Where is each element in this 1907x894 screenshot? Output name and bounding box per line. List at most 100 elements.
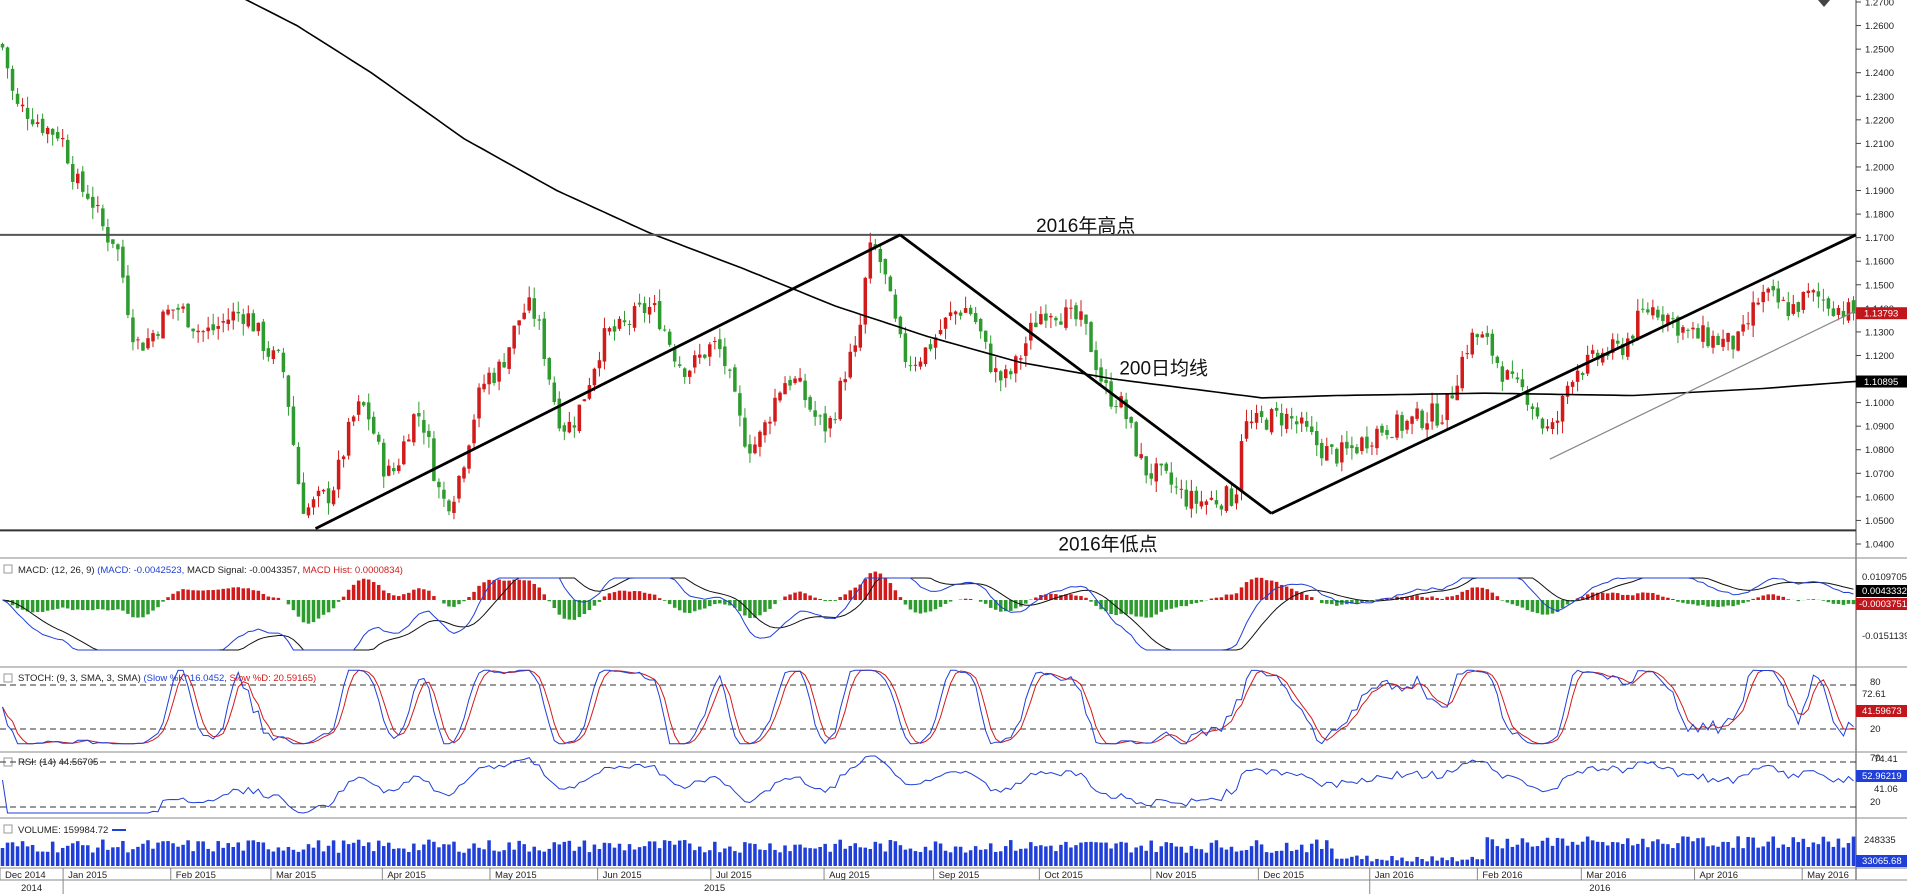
candle-body — [853, 345, 858, 352]
candle-body — [321, 489, 326, 492]
volume-bar — [1515, 844, 1520, 866]
volume-bar — [698, 846, 702, 866]
trendline — [1549, 310, 1857, 460]
stoch-pane[interactable]: STOCH: (9, 3, SMA, 3, SMA) (Slow %K: 16.… — [0, 669, 1856, 745]
volume-bar — [1189, 846, 1194, 866]
macd-pane-toggle-icon[interactable] — [3, 564, 13, 574]
volume-pane[interactable]: VOLUME: 159984.72 — [0, 824, 1856, 866]
chevron-down-icon[interactable] — [1818, 0, 1830, 7]
volume-bar — [116, 847, 120, 866]
candle-body — [75, 173, 80, 184]
volume-bar — [201, 841, 205, 866]
candle-body — [1410, 416, 1414, 424]
volume-bar — [1029, 842, 1033, 866]
candle-body — [948, 312, 953, 317]
volume-bar — [1595, 841, 1600, 866]
stoch-value-label: 41.59673 — [1862, 706, 1902, 717]
candle-body — [1400, 415, 1404, 431]
candle-body — [1024, 343, 1028, 356]
candle-body — [1515, 377, 1520, 380]
price-tick-label: 1.0800 — [1865, 445, 1894, 456]
candle-body — [998, 371, 1003, 381]
volume-bar — [1119, 841, 1123, 866]
volume-bar — [507, 842, 511, 866]
volume-bar — [517, 840, 521, 866]
candle-body — [1701, 325, 1705, 342]
volume-bar — [1736, 836, 1740, 866]
candle-body — [331, 490, 336, 505]
volume-bar — [1234, 851, 1239, 866]
candle-body — [497, 361, 501, 382]
stoch-axis-label: 72.61 — [1862, 689, 1886, 700]
candle-body — [512, 325, 516, 349]
candle-body — [1239, 441, 1244, 492]
candle-body — [1350, 445, 1354, 449]
volume-bar — [657, 848, 662, 866]
candle-body — [968, 307, 973, 315]
rsi-pane[interactable]: RSI: (14) 44.56705 — [0, 755, 1856, 814]
candle-body — [1751, 302, 1755, 326]
low-label: 2016年低点 — [1058, 533, 1157, 555]
candle-body — [652, 303, 657, 306]
candle-body — [1079, 311, 1083, 320]
candle-body — [1696, 328, 1700, 339]
stoch-pane-toggle-icon[interactable] — [3, 673, 13, 683]
price-tick-label: 1.0600 — [1865, 492, 1894, 503]
month-label: Jan 2015 — [68, 870, 107, 881]
candle-body — [1189, 490, 1194, 509]
candle-body — [1009, 371, 1013, 375]
svg-text:STOCH: (9, 3, SMA, 3, SMA): STOCH: (9, 3, SMA, 3, SMA) (Slow %K: 16.… — [18, 673, 316, 684]
candle-body — [216, 326, 220, 329]
candle-body — [1340, 442, 1344, 463]
candle-body — [10, 68, 15, 91]
volume-bar — [602, 842, 607, 866]
volume-bar — [1430, 856, 1434, 866]
volume-bar — [20, 841, 25, 866]
volume-bar — [1626, 838, 1630, 866]
volume-pane-toggle-icon[interactable] — [3, 824, 13, 834]
month-label: Aug 2015 — [829, 870, 870, 881]
candle-body — [828, 417, 832, 429]
volume-bar — [1094, 842, 1098, 866]
volume-bar — [1545, 837, 1550, 866]
volume-bar — [1360, 859, 1364, 866]
volume-bar — [993, 851, 998, 866]
volume-bar — [437, 847, 441, 866]
volume-bar — [1540, 840, 1545, 866]
candle-body — [677, 364, 682, 366]
volume-bar — [271, 851, 276, 866]
volume-bar — [1701, 837, 1705, 866]
volume-bar — [903, 849, 908, 866]
year-label: 2014 — [21, 883, 42, 894]
volume-bar — [773, 849, 777, 866]
month-label: Oct 2015 — [1044, 870, 1083, 881]
candle-body — [1445, 393, 1449, 420]
price-tick-label: 1.1700 — [1865, 233, 1894, 244]
candle-body — [1174, 486, 1179, 488]
volume-bar — [863, 847, 868, 866]
candle-body — [402, 441, 406, 465]
month-label: Feb 2016 — [1482, 870, 1522, 881]
volume-bar — [336, 852, 341, 866]
candle-body — [552, 382, 557, 403]
volume-bar — [687, 843, 692, 866]
volume-bar — [1259, 844, 1264, 866]
volume-bar — [427, 839, 431, 866]
candle-body — [116, 244, 120, 250]
price-pane[interactable]: 2016年高点 2016年低点 200日均线 — [0, 0, 1857, 555]
volume-bar — [432, 841, 436, 866]
candle-body — [713, 341, 717, 343]
candle-body — [1636, 310, 1640, 340]
candle-body — [888, 276, 893, 292]
candle-body — [1179, 488, 1184, 490]
candle-body — [1681, 327, 1685, 333]
volume-bar — [783, 845, 787, 866]
volume-bar — [1054, 851, 1058, 866]
candle-body — [1706, 327, 1710, 347]
macd-pane[interactable]: MACD: (12, 26, 9) (MACD: -0.0042523, MAC… — [2, 564, 1856, 651]
volume-bar — [1656, 839, 1660, 866]
volume-bar — [402, 848, 406, 866]
volume-bar — [442, 844, 446, 866]
volume-bar — [1445, 860, 1449, 866]
last-price-label: 1.13793 — [1864, 309, 1898, 320]
